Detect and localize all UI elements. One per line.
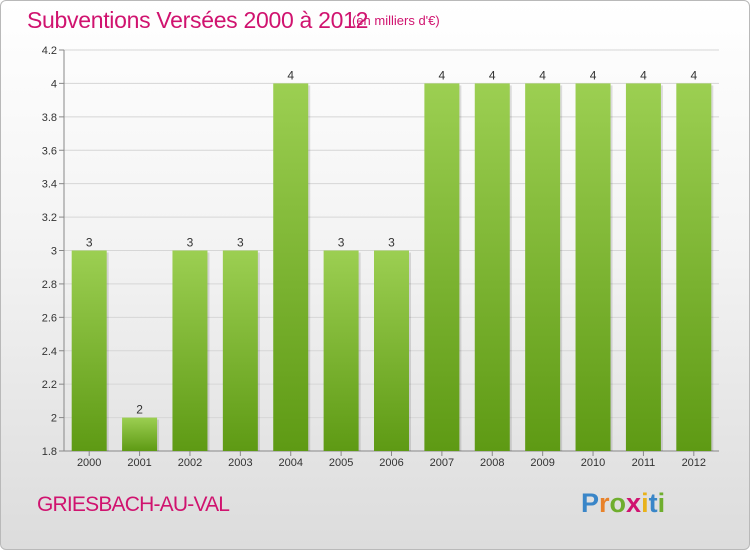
- chart-title: Subventions Versées 2000 à 2012: [27, 7, 369, 33]
- y-tick-label: 3: [51, 246, 57, 258]
- data-label: 4: [539, 68, 546, 82]
- bar: [122, 417, 158, 451]
- logo-letter: i: [657, 488, 666, 518]
- bar: [676, 83, 712, 452]
- y-tick-labels: 1.8 2 2.2 2.4 2.6 2.8 3 3.2 3.4 3.6 3.8 4 4.2: [42, 45, 57, 458]
- bar: [474, 83, 510, 452]
- x-tick-label: 2002: [178, 457, 202, 469]
- x-tick-label: 2012: [682, 457, 706, 469]
- data-label: 3: [388, 236, 395, 250]
- data-label: 4: [640, 68, 647, 82]
- x-tick-label: 2004: [278, 457, 302, 469]
- x-tick-label: 2001: [127, 457, 151, 469]
- data-label: 3: [237, 236, 244, 250]
- bar: [575, 83, 611, 452]
- y-tick-label: 2.2: [42, 379, 57, 391]
- data-label: 2: [136, 403, 143, 417]
- y-tick-label: 3.8: [42, 112, 57, 124]
- bar: [323, 250, 359, 451]
- data-label: 3: [86, 236, 93, 250]
- logo-letter: t: [648, 488, 658, 518]
- x-tick-label: 2006: [379, 457, 403, 469]
- data-label: 4: [690, 68, 697, 82]
- bar: [71, 250, 107, 451]
- x-tick-label: 2009: [530, 457, 554, 469]
- x-tick-label: 2007: [430, 457, 454, 469]
- logo-letter: i: [641, 488, 649, 518]
- y-tick-label: 2.8: [42, 279, 57, 291]
- y-tick-label: 2.6: [42, 312, 57, 324]
- x-tick-label: 2005: [329, 457, 353, 469]
- data-label: 4: [439, 68, 446, 82]
- unit-label: (en milliers d'€): [352, 13, 440, 28]
- data-label: 3: [338, 236, 345, 250]
- bar: [273, 83, 309, 452]
- x-tick-labels: 2000 2001 2002 2003 2004 2005 2006 2007 2008 2009…: [77, 457, 706, 469]
- logo-letter: o: [609, 488, 627, 518]
- x-tick-label: 2003: [228, 457, 252, 469]
- y-tick-label: 1.8: [42, 446, 57, 458]
- bar: [525, 83, 561, 452]
- bar: [222, 250, 258, 451]
- place-name: GRIESBACH-AU-VAL: [37, 493, 230, 516]
- x-tick-label: 2011: [632, 457, 656, 469]
- logo-letter: P: [581, 488, 600, 518]
- logo-letter: x: [626, 488, 642, 518]
- bars: [71, 83, 714, 452]
- bar: [424, 83, 460, 452]
- data-label: 4: [489, 68, 496, 82]
- data-label: 4: [590, 68, 597, 82]
- logo-letter: r: [599, 488, 610, 518]
- data-label: 4: [287, 68, 294, 82]
- proxiti-logo: Proxiti: [581, 488, 665, 519]
- data-label: 3: [187, 236, 194, 250]
- x-tick-label: 2000: [77, 457, 101, 469]
- y-tick-label: 4.2: [42, 45, 57, 57]
- bar: [374, 250, 409, 451]
- y-tick-label: 4: [51, 78, 57, 90]
- y-tick-label: 2: [51, 413, 57, 425]
- y-tick-label: 3.6: [42, 145, 57, 157]
- bar: [625, 83, 661, 452]
- y-tick-label: 2.4: [42, 346, 57, 358]
- y-tick-label: 3.4: [42, 179, 57, 191]
- bar: [172, 250, 208, 451]
- y-tick-label: 3.2: [42, 212, 57, 224]
- data-labels: 3 2 3 3 4 3 3 4 4 4 4 4 4: [86, 68, 698, 416]
- x-tick-label: 2008: [480, 457, 504, 469]
- x-tick-label: 2010: [581, 457, 605, 469]
